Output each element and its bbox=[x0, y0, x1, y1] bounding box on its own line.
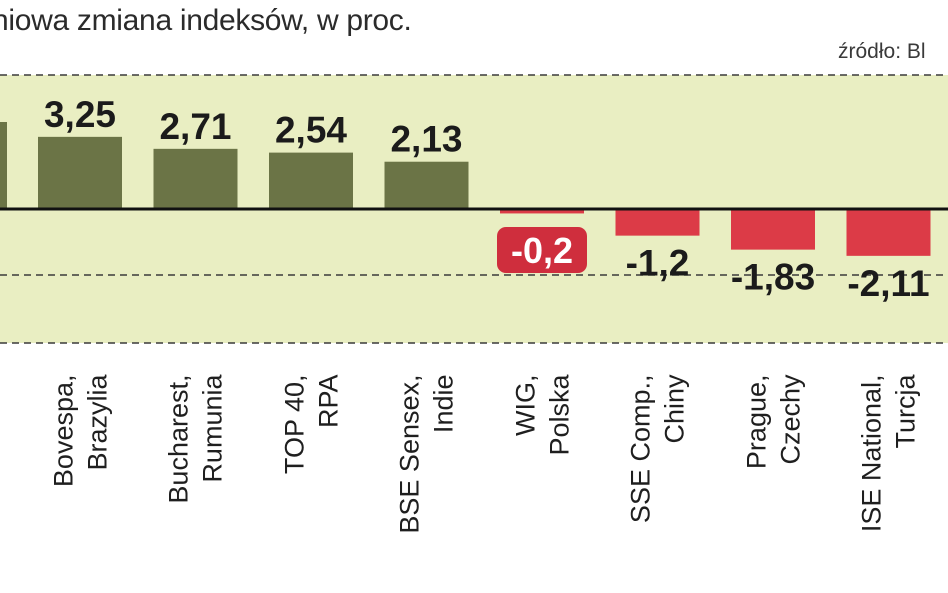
bar-3 bbox=[269, 152, 353, 209]
category-label-line: Rumunia bbox=[197, 374, 228, 483]
value-label-1: 3,25 bbox=[44, 94, 116, 135]
bar-8 bbox=[846, 209, 931, 256]
value-label-8: -2,11 bbox=[847, 263, 929, 304]
category-label-line: RPA bbox=[313, 374, 343, 429]
bar-cropped bbox=[0, 122, 7, 209]
category-label-line: Chiny bbox=[659, 374, 690, 444]
category-label-2: Bucharest, Rumunia bbox=[156, 375, 236, 590]
source-note: źródło: Bl bbox=[838, 40, 926, 63]
category-label-line: Turcja bbox=[890, 374, 921, 449]
category-label-line: Brazylia bbox=[82, 374, 112, 471]
bar-7 bbox=[731, 209, 815, 250]
highlight-label-background bbox=[497, 227, 587, 273]
category-label-line: Czechy bbox=[775, 374, 805, 465]
category-label-line: BSE Sensex, bbox=[394, 374, 425, 534]
value-label-7: -1,83 bbox=[731, 257, 815, 298]
category-label-line: Prague, bbox=[741, 374, 771, 470]
value-label-5: -0,2 bbox=[511, 230, 573, 271]
category-label-line: Polska bbox=[544, 374, 574, 456]
category-label-line: Bovespa, bbox=[48, 374, 78, 488]
category-label-1: Bovespa, Brazylia bbox=[40, 375, 120, 590]
category-label-5: WIG, Polska bbox=[502, 375, 582, 590]
category-label-line: WIG, bbox=[510, 374, 540, 437]
bar-5 bbox=[500, 209, 584, 214]
category-label-4: BSE Sensex, Indie bbox=[387, 375, 467, 590]
value-label-2: 2,71 bbox=[159, 106, 231, 147]
value-label-6: -1,2 bbox=[626, 243, 690, 284]
category-label-line: TOP 40, bbox=[279, 374, 309, 475]
category-label-line: Indie bbox=[428, 374, 459, 434]
bar-6 bbox=[615, 209, 700, 236]
category-label-line: Bucharest, bbox=[163, 374, 194, 504]
category-label-line: SSE Comp., bbox=[625, 374, 656, 524]
category-label-7: Prague, Czechy bbox=[733, 375, 813, 590]
category-label-8: ISE National, Turcja bbox=[849, 375, 929, 590]
category-label-3: TOP 40, RPA bbox=[271, 375, 351, 590]
chart-subtitle: niowa zmiana indeksów, w proc. bbox=[0, 4, 412, 37]
value-label-3: 2,54 bbox=[275, 110, 347, 151]
category-label-6: SSE Comp., Chiny bbox=[618, 375, 698, 590]
bar-4 bbox=[384, 161, 469, 209]
bar-1 bbox=[38, 136, 122, 209]
category-label-line: ISE National, bbox=[856, 374, 887, 533]
bar-2 bbox=[153, 148, 238, 209]
value-label-4: 2,13 bbox=[390, 119, 462, 160]
